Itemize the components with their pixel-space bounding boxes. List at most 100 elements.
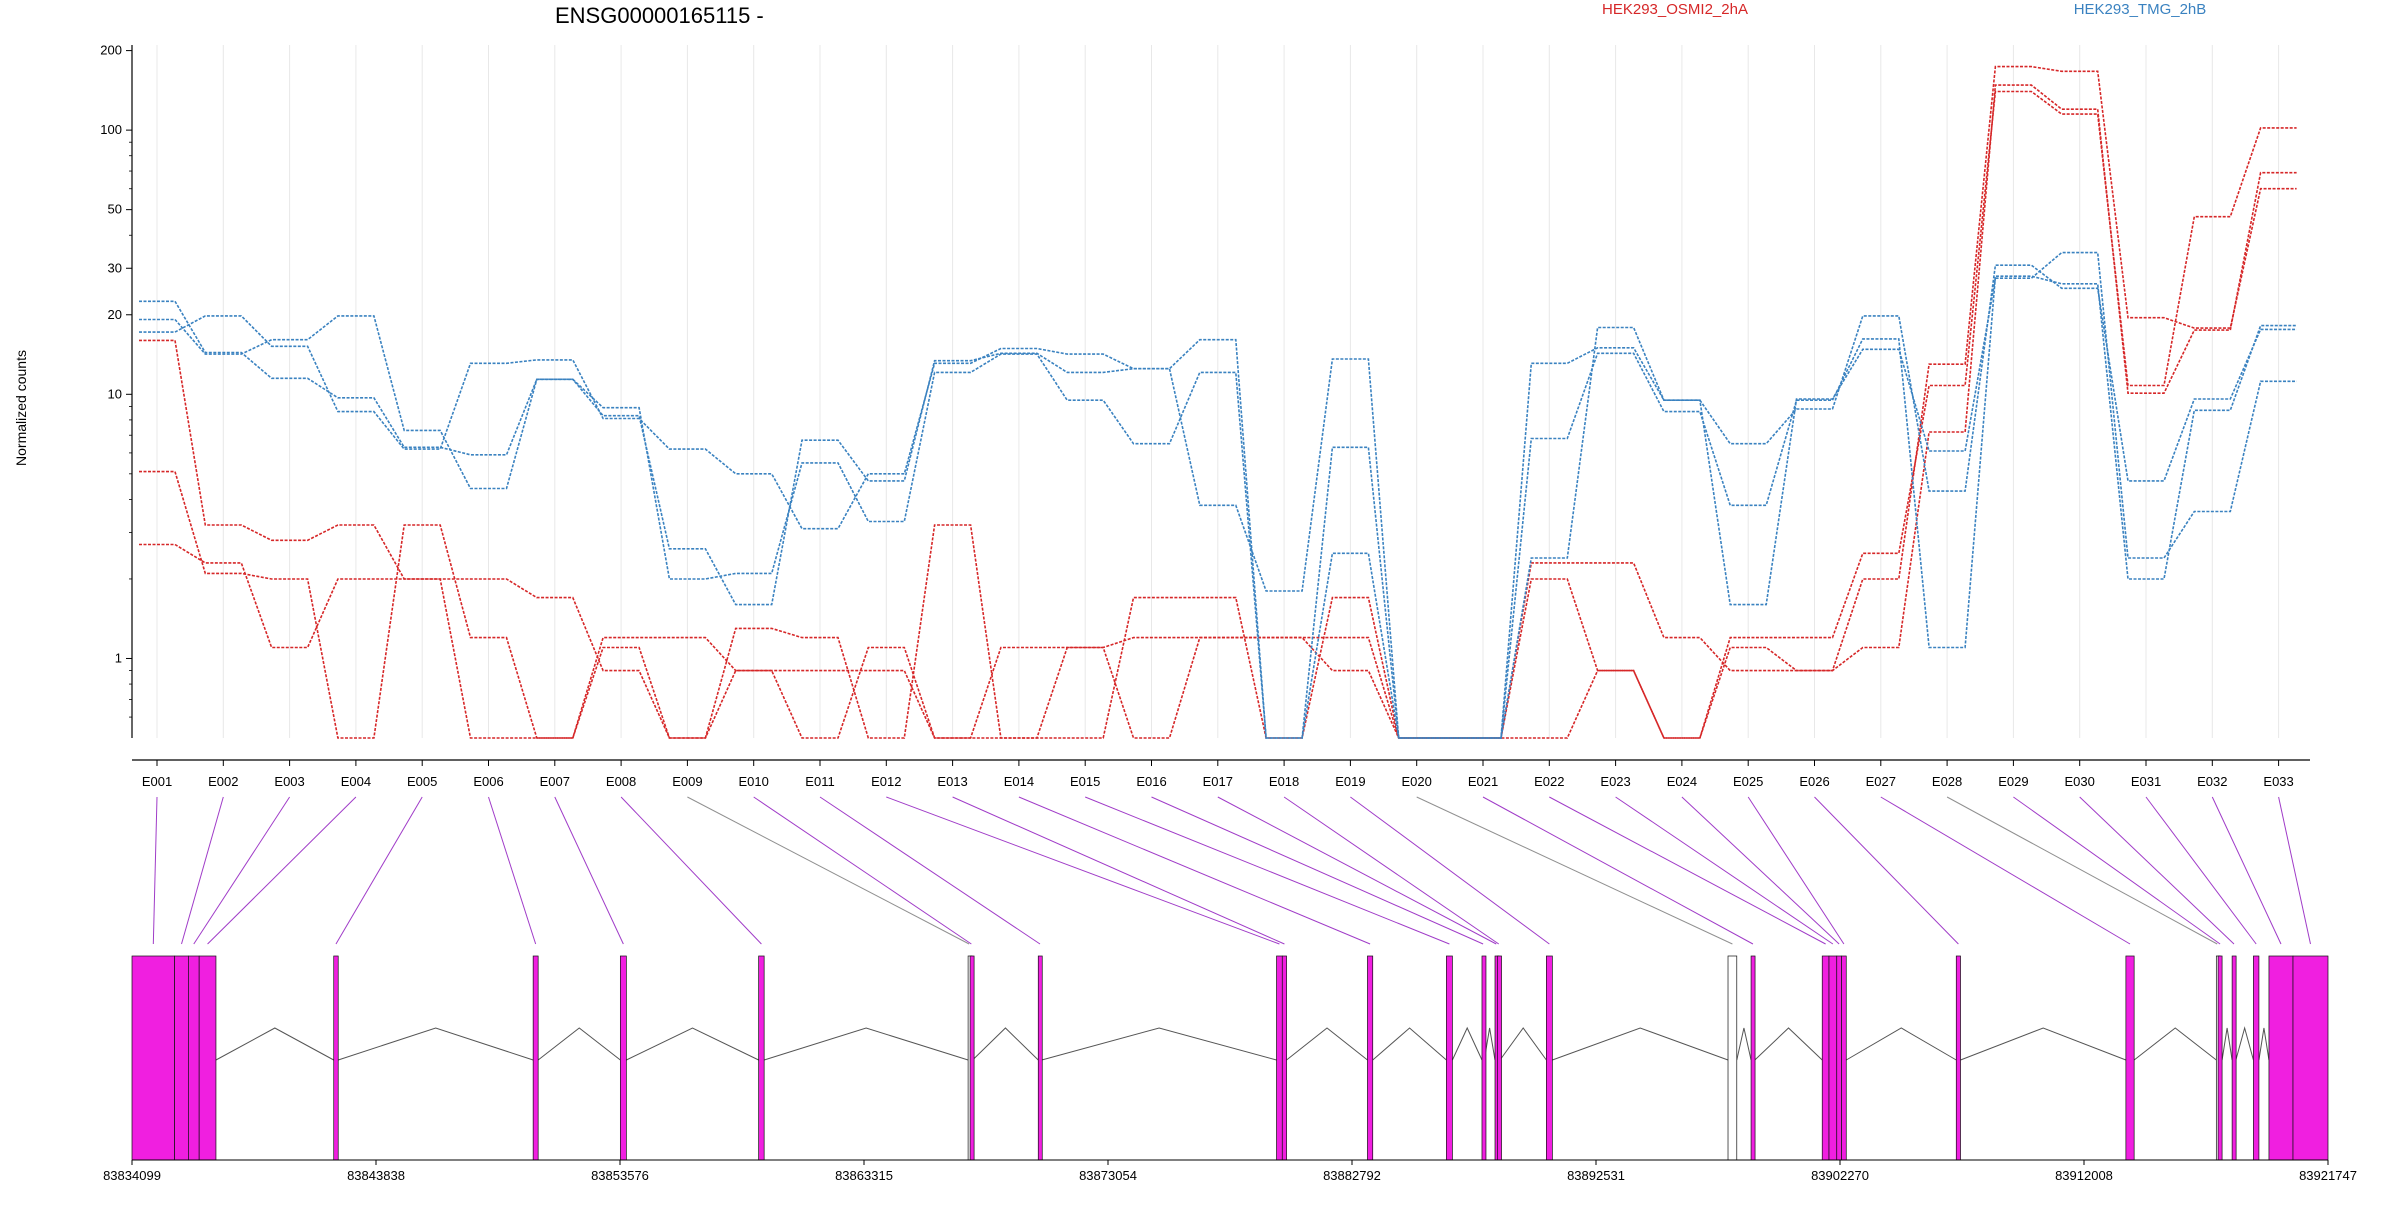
connector-E011 (819, 796, 1041, 945)
y-axis-label: Normalized counts (13, 350, 29, 466)
intron-line (1286, 1027, 1368, 1061)
x-tick-label-E018: E018 (1269, 774, 1299, 789)
exon-box-E019 (1546, 955, 1553, 1161)
exon-box-E032 (2268, 955, 2294, 1161)
exon-box-E018 (1497, 955, 1502, 1161)
exon-box-E023 (1828, 955, 1838, 1161)
exon-box-E011 (1037, 955, 1043, 1161)
exon-box-E006 (532, 955, 539, 1161)
connector-E015 (1085, 796, 1450, 945)
connector-E006 (488, 796, 537, 945)
exon-box-E031 (2253, 955, 2260, 1161)
x-tick-label-E028: E028 (1932, 774, 1962, 789)
series-line-6 (139, 275, 2297, 739)
connector-E023 (1615, 796, 1834, 945)
x-tick-label-E020: E020 (1402, 774, 1432, 789)
exon-box-E013 (1281, 955, 1287, 1161)
x-tick-label-E022: E022 (1534, 774, 1564, 789)
x-tick-label-E005: E005 (407, 774, 437, 789)
exon-box-E014 (1367, 955, 1374, 1161)
x-tick-label-E006: E006 (473, 774, 503, 789)
connector-E003 (193, 796, 291, 945)
exon-box-E008 (758, 955, 765, 1161)
intron-line (1846, 1027, 1957, 1061)
connector-E027 (1880, 796, 2131, 945)
intron-line (1372, 1027, 1447, 1061)
series-line-1 (139, 90, 2297, 739)
intron-line (1754, 1027, 1823, 1061)
intron-line (764, 1027, 969, 1061)
x-tick-label-E015: E015 (1070, 774, 1100, 789)
connector-E001 (152, 796, 158, 945)
coord-label-3: 83853576 (591, 1168, 649, 1183)
legend: HEK293_OSMI2_2hA HEK293_TMG_2hB (1602, 1, 2206, 18)
intron-line (626, 1027, 759, 1061)
intron-line (1499, 1027, 1547, 1061)
exon-box-E012 (1276, 955, 1283, 1161)
x-tick-label-E012: E012 (871, 774, 901, 789)
x-tick-label-E010: E010 (739, 774, 769, 789)
connector-E020 (1416, 796, 1733, 945)
connector-E022 (1549, 796, 1826, 945)
connector-E019 (1350, 796, 1550, 945)
intron-line (1736, 1027, 1752, 1061)
intron-line (215, 1027, 334, 1061)
genomic-coordinate-axis: 83834099 83843838 83853576 83863315 83873054… (103, 1159, 2357, 1183)
connector-E012 (886, 796, 1280, 945)
x-tick-label-E014: E014 (1004, 774, 1034, 789)
connector-E008 (620, 796, 762, 945)
connector-E010 (753, 796, 972, 945)
connector-E030 (2079, 796, 2235, 945)
connector-E009 (687, 796, 970, 945)
connector-E033 (2278, 796, 2311, 945)
exon-box-E001 (131, 955, 175, 1161)
connector-E024 (1681, 796, 1840, 945)
x-tick-label-E013: E013 (937, 774, 967, 789)
connector-E017 (1217, 796, 1497, 945)
series-line-4 (139, 264, 2297, 739)
exon-box-E015 (1446, 955, 1453, 1161)
legend-label-2: HEK293_TMG_2hB (2074, 1, 2207, 18)
connector-E016 (1151, 796, 1484, 945)
x-tick-label-E019: E019 (1335, 774, 1365, 789)
coord-label-6: 83882792 (1323, 1168, 1381, 1183)
intron-line (2221, 1027, 2233, 1061)
exon-box-E022 (1821, 955, 1830, 1161)
connector-E031 (2145, 796, 2257, 945)
coord-label-4: 83863315 (835, 1168, 893, 1183)
x-tick-label-E004: E004 (341, 774, 371, 789)
intron-line (1552, 1027, 1729, 1061)
connector-E021 (1482, 796, 1754, 945)
connector-E029 (2013, 796, 2221, 945)
exon-box-E025 (1841, 955, 1847, 1161)
chart-title: ENSG00000165115 - (555, 3, 764, 28)
exon-box-E004 (198, 955, 217, 1161)
series-line-3 (139, 84, 2297, 739)
grid (156, 45, 2280, 738)
connector-E014 (1018, 796, 1371, 945)
x-tick-label-E001: E001 (142, 774, 172, 789)
x-tick-label-E017: E017 (1203, 774, 1233, 789)
intron-line (972, 1027, 1039, 1061)
x-tick-label-E029: E029 (1998, 774, 2028, 789)
y-tick-label-1: 1 (115, 650, 122, 665)
x-tick-label-E007: E007 (540, 774, 570, 789)
intron-line (537, 1027, 621, 1061)
x-tick-label-E033: E033 (2263, 774, 2293, 789)
x-tick-label-E026: E026 (1799, 774, 1829, 789)
coord-label-5: 83873054 (1079, 1168, 1137, 1183)
series-group (139, 65, 2297, 739)
x-tick-label-E021: E021 (1468, 774, 1498, 789)
exon-box-E029 (2217, 955, 2223, 1161)
legend-label-1: HEK293_OSMI2_2hA (1602, 1, 1748, 18)
exon-box-E021 (1750, 955, 1756, 1161)
connector-E032 (2211, 796, 2282, 945)
connector-E004 (207, 796, 357, 945)
connector-E002 (181, 796, 224, 945)
connector-E018 (1283, 796, 1500, 945)
exon-box-E010 (969, 955, 975, 1161)
exon-box-E026 (1955, 955, 1961, 1161)
intron-line (1451, 1026, 1483, 1061)
